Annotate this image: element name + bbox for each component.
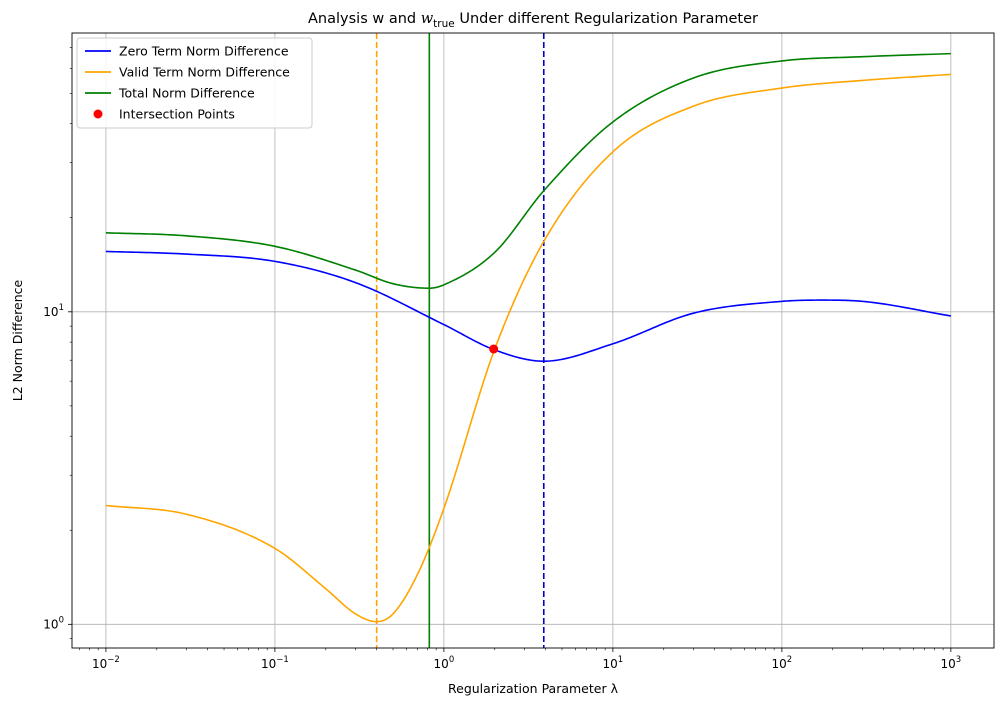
x-tick-label: 103	[941, 655, 962, 671]
series-line-2	[105, 52, 951, 290]
y-tick-label: 100	[43, 615, 64, 631]
x-tick-label: 10−2	[92, 655, 120, 671]
legend: Zero Term Norm Difference Valid Term Norm…	[76, 37, 313, 129]
intersection-points	[489, 344, 499, 354]
legend-label: Intersection Points	[119, 107, 235, 122]
legend-label: Total Norm Difference	[118, 86, 255, 101]
legend-label: Zero Term Norm Difference	[119, 44, 289, 59]
vertical-lines	[375, 33, 545, 648]
x-tick-label: 100	[434, 655, 455, 671]
series-line-0	[105, 250, 951, 362]
x-tick-label: 101	[603, 655, 624, 671]
y-axis-label: L2 Norm Difference	[10, 279, 25, 401]
series-lines	[105, 52, 951, 623]
axis-ticks: 10−2 10−1 100 101 102 103 100 101	[43, 47, 962, 671]
plot-frame	[71, 32, 995, 649]
chart-title: Analysis w and wtrue Under different Reg…	[308, 11, 758, 30]
legend-label: Valid Term Norm Difference	[119, 65, 290, 80]
intersection-point	[489, 344, 499, 354]
x-axis-label: Regularization Parameter λ	[448, 681, 619, 696]
x-tick-label: 10−1	[261, 655, 289, 671]
y-tick-label: 101	[43, 303, 64, 319]
x-tick-label: 102	[772, 655, 793, 671]
legend-swatch	[93, 109, 103, 119]
grid	[72, 33, 994, 648]
series-line-1	[105, 73, 951, 623]
legend-box	[76, 37, 313, 129]
